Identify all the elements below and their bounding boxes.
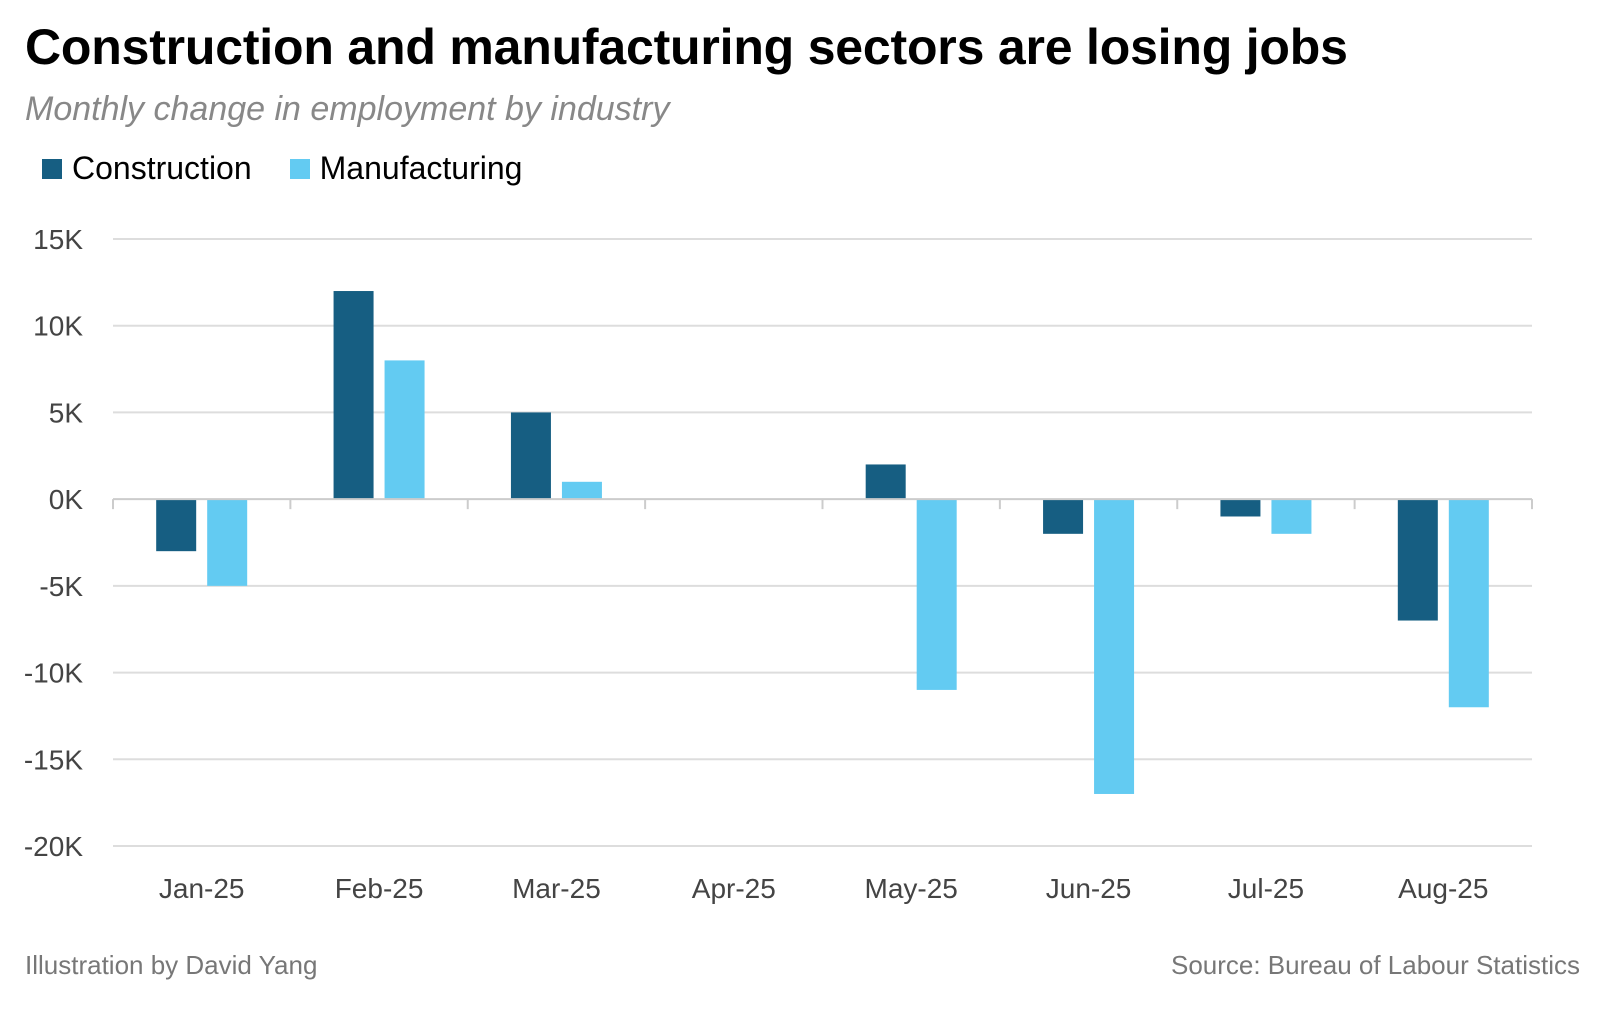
x-tick-label: Jul-25: [1228, 873, 1304, 904]
x-tick-label: Jan-25: [159, 873, 245, 904]
y-tick-label: 10K: [33, 311, 83, 342]
chart-title: Construction and manufacturing sectors a…: [25, 19, 1348, 75]
y-axis: 15K 10K 5K 0K -5K -10K -15K -20K: [24, 224, 83, 862]
legend-label-construction: Construction: [72, 150, 252, 186]
bar-manufacturing: [384, 360, 425, 500]
bar-manufacturing: [1448, 499, 1489, 708]
bar-manufacturing: [207, 499, 248, 586]
legend-swatch-manufacturing: [289, 158, 310, 179]
legend-item-manufacturing: Manufacturing: [289, 150, 523, 187]
y-tick-label: 15K: [33, 224, 83, 255]
bar-construction: [156, 499, 197, 552]
credit-text: Illustration by David Yang: [25, 950, 318, 980]
bar-construction: [510, 412, 551, 500]
x-tick-label: Mar-25: [512, 873, 601, 904]
y-tick-label: 0K: [49, 484, 84, 515]
bar-manufacturing: [916, 499, 957, 690]
y-tick-label: 5K: [49, 397, 84, 428]
y-tick-label: -5K: [39, 571, 83, 602]
x-tick-label: Jun-25: [1046, 873, 1132, 904]
chart-subtitle: Monthly change in employment by industry: [25, 90, 670, 128]
x-tick-label: May-25: [865, 873, 958, 904]
y-tick-label: -10K: [24, 658, 83, 689]
bar-manufacturing: [1271, 499, 1312, 534]
x-axis: Jan-25 Feb-25 Mar-25 Apr-25 May-25 Jun-25 Jul-…: [112, 498, 1533, 904]
source-text: Source: Bureau of Labour Statistics: [1170, 950, 1580, 980]
legend-label-manufacturing: Manufacturing: [319, 150, 523, 186]
legend-swatch-construction: [42, 158, 62, 179]
bar-manufacturing: [561, 481, 602, 500]
y-tick-label: -20K: [24, 831, 83, 862]
y-tick-label: -15K: [24, 744, 83, 775]
bar-chart: 15K 10K 5K 0K -5K -10K -15K -20K Jan-25 Feb-25 Ma…: [24, 224, 1533, 904]
legend: Construction Manufacturing: [42, 150, 560, 187]
gridlines: [113, 238, 1532, 847]
legend-item-construction: Construction: [42, 150, 252, 187]
bar-construction: [865, 464, 906, 500]
bar-construction: [1397, 499, 1438, 621]
x-tick-label: Feb-25: [335, 873, 424, 904]
bar-construction: [1043, 499, 1084, 534]
x-tick-label: Aug-25: [1398, 873, 1488, 904]
bar-construction: [1220, 499, 1261, 517]
bar-manufacturing: [1094, 499, 1135, 794]
x-tick-label: Apr-25: [692, 873, 776, 904]
bars: [156, 291, 1489, 794]
bar-construction: [333, 291, 374, 500]
